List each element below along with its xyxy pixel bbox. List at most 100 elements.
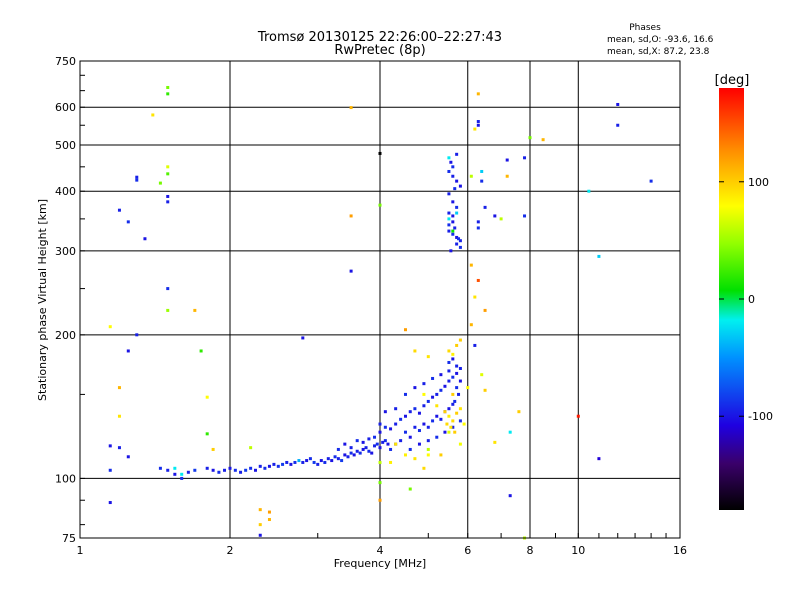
data-point xyxy=(417,429,421,433)
data-point xyxy=(435,404,439,408)
x-axis-label: Frequency [MHz] xyxy=(334,557,426,570)
data-point xyxy=(480,373,484,377)
data-point xyxy=(126,220,130,224)
data-point xyxy=(293,460,297,464)
data-point xyxy=(336,457,340,461)
y-tick-label: 400 xyxy=(55,185,76,198)
data-point xyxy=(455,411,459,415)
data-point xyxy=(389,460,393,464)
colorbar-tick-label: 100 xyxy=(748,176,769,189)
y-tick-label: 100 xyxy=(55,472,76,485)
data-point xyxy=(378,460,382,464)
data-point xyxy=(451,232,455,236)
data-point xyxy=(166,165,170,169)
data-point xyxy=(403,392,407,396)
data-point xyxy=(378,151,382,155)
data-point xyxy=(417,411,421,415)
data-point xyxy=(483,308,487,312)
data-point xyxy=(422,392,426,396)
chart-subtitle: RwPretec (8p) xyxy=(334,43,425,58)
data-point xyxy=(180,476,184,480)
data-point xyxy=(451,419,455,423)
data-point xyxy=(370,451,374,455)
y-tick-label: 200 xyxy=(55,329,76,342)
data-point xyxy=(413,349,417,353)
data-point xyxy=(476,92,480,96)
grid-lines xyxy=(80,61,680,538)
x-tick-label: 8 xyxy=(527,544,534,557)
data-point xyxy=(458,419,462,423)
data-point xyxy=(523,214,527,218)
data-point xyxy=(458,407,462,411)
data-point xyxy=(135,175,139,179)
data-point xyxy=(455,205,459,209)
data-point xyxy=(319,459,323,463)
data-point xyxy=(449,425,453,429)
data-point xyxy=(289,462,293,466)
data-point xyxy=(166,85,170,89)
data-point xyxy=(305,459,309,463)
data-point xyxy=(180,472,184,476)
data-point xyxy=(117,446,121,450)
data-point xyxy=(199,349,203,353)
data-point xyxy=(458,245,462,249)
data-point xyxy=(587,189,591,193)
data-point xyxy=(413,386,417,390)
data-point xyxy=(349,106,353,110)
data-point xyxy=(447,169,451,173)
data-point xyxy=(166,194,170,198)
data-point xyxy=(451,165,455,169)
data-point xyxy=(523,156,527,160)
data-point xyxy=(253,468,257,472)
data-point xyxy=(439,417,443,421)
data-point xyxy=(211,468,215,472)
data-point xyxy=(576,414,580,418)
x-tick-labels: 1 2 4 6 8 10 16 xyxy=(77,544,688,557)
data-point xyxy=(447,414,451,418)
x-tick-label: 6 xyxy=(464,544,471,557)
data-point xyxy=(355,449,359,453)
data-point xyxy=(422,404,426,408)
data-point xyxy=(458,366,462,370)
data-point xyxy=(451,214,455,218)
data-point xyxy=(616,123,620,127)
data-point xyxy=(326,457,330,461)
data-point xyxy=(426,439,430,443)
phase-stats-heading: Phases xyxy=(629,23,661,33)
data-point xyxy=(297,459,301,463)
data-point xyxy=(381,440,385,444)
data-point xyxy=(375,442,379,446)
data-point xyxy=(443,430,447,434)
data-point xyxy=(343,442,347,446)
data-point xyxy=(426,447,430,451)
data-point xyxy=(431,419,435,423)
data-point xyxy=(272,462,276,466)
data-point xyxy=(403,328,407,332)
data-point xyxy=(408,447,412,451)
data-point xyxy=(378,422,382,426)
data-point xyxy=(469,174,473,178)
data-point xyxy=(455,386,459,390)
data-point xyxy=(476,120,480,124)
data-point xyxy=(378,481,382,485)
data-point xyxy=(403,414,407,418)
y-tick-label: 500 xyxy=(55,139,76,152)
data-point xyxy=(455,211,459,215)
data-point xyxy=(399,439,403,443)
data-point xyxy=(258,508,262,512)
data-point xyxy=(505,158,509,162)
data-point xyxy=(316,462,320,466)
data-point xyxy=(483,388,487,392)
data-point xyxy=(343,453,347,457)
data-point xyxy=(439,453,443,457)
data-point xyxy=(143,237,147,241)
data-point xyxy=(451,357,455,361)
data-point xyxy=(378,498,382,502)
x-tick-label: 16 xyxy=(673,544,687,557)
data-point xyxy=(597,457,601,461)
data-point xyxy=(458,442,462,446)
colorbar-tick-label: -100 xyxy=(748,410,773,423)
data-point xyxy=(193,308,197,312)
data-point xyxy=(597,254,601,258)
x-tick-label: 2 xyxy=(227,544,234,557)
